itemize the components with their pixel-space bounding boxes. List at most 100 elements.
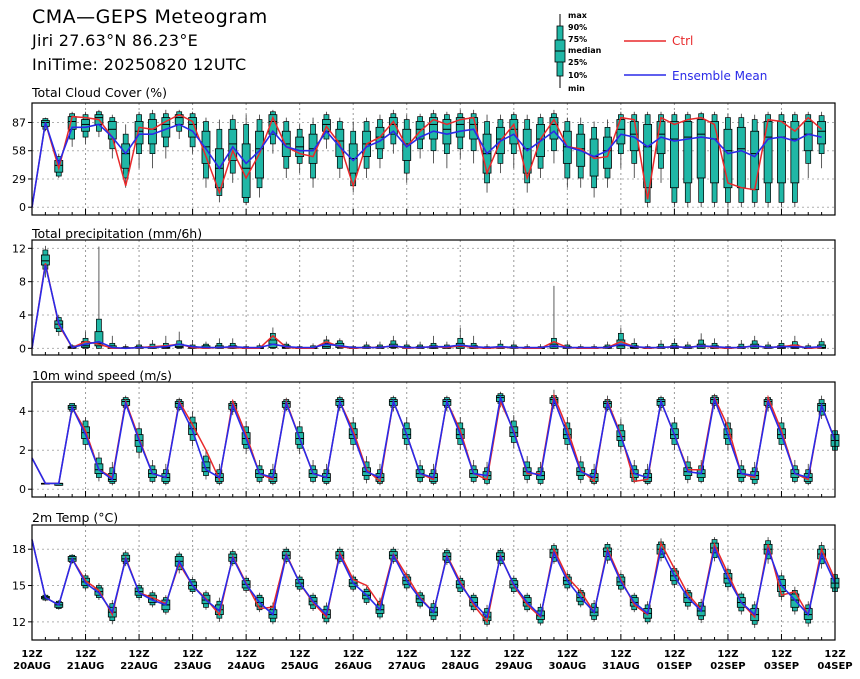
x-hour-label: 12Z xyxy=(289,649,310,660)
ensemble-box xyxy=(214,119,224,203)
ensemble-box xyxy=(549,109,559,164)
panel-frame xyxy=(31,102,836,216)
ensemble-box xyxy=(549,285,559,349)
x-hour-label: 12Z xyxy=(236,649,257,660)
x-day-label: 22AUG xyxy=(120,661,158,672)
box-25-75 xyxy=(643,124,653,189)
legend-box-label: max xyxy=(568,11,588,20)
legend: max 90% 75% median 25% 10% min Ctrl Ensemble Mea… xyxy=(554,11,767,93)
box-25-75 xyxy=(429,117,438,140)
init-time: IniTime: 20250820 12UTC xyxy=(32,55,247,74)
ensemble-box xyxy=(121,124,131,188)
ensemble-box xyxy=(94,452,104,482)
x-day-label: 02SEP xyxy=(710,661,745,672)
ensemble-box xyxy=(40,245,50,278)
box-25-75 xyxy=(723,128,733,189)
y-tick-label: 0 xyxy=(19,342,26,355)
x-day-label: 30AUG xyxy=(548,661,586,672)
ensemble-mean-line xyxy=(31,539,836,619)
box-25-75 xyxy=(148,119,157,145)
x-hour-label: 12Z xyxy=(182,649,203,660)
x-hour-label: 12Z xyxy=(503,649,524,660)
y-tick-label: 18 xyxy=(12,543,26,556)
ensemble-box xyxy=(750,114,760,208)
box-25-75 xyxy=(790,121,800,184)
ensemble-box xyxy=(148,109,157,169)
panel-title: 2m Temp (°C) xyxy=(32,510,118,525)
box-25-75 xyxy=(670,121,679,189)
legend-mean-label: Ensemble Mean xyxy=(672,69,767,83)
legend-box-label: 10% xyxy=(568,71,587,80)
x-hour-label: 12Z xyxy=(664,649,685,660)
y-tick-label: 12 xyxy=(12,242,26,255)
x-day-label: 03SEP xyxy=(764,661,799,672)
y-tick-label: 2 xyxy=(19,444,26,457)
panel-1 xyxy=(28,239,836,356)
box-25-75 xyxy=(683,121,693,184)
ensemble-mean-line xyxy=(31,264,822,350)
x-day-label: 24AUG xyxy=(227,661,265,672)
ensemble-box xyxy=(295,124,305,174)
ensemble-box xyxy=(442,111,452,169)
x-hour-label: 12Z xyxy=(771,649,792,660)
panel-frame xyxy=(31,524,836,641)
x-day-label: 29AUG xyxy=(495,661,533,672)
x-day-label: 20AUG xyxy=(13,661,51,672)
ensemble-box xyxy=(94,246,104,349)
legend-box-label: min xyxy=(568,84,585,93)
x-day-label: 27AUG xyxy=(388,661,426,672)
box-25-75 xyxy=(696,119,706,179)
box-25-75 xyxy=(442,119,452,145)
station-location: Jiri 27.63°N 86.23°E xyxy=(32,31,199,50)
ensemble-box xyxy=(255,114,264,198)
x-day-label: 28AUG xyxy=(441,661,479,672)
x-hour-label: 12Z xyxy=(75,649,96,660)
ensemble-box xyxy=(81,331,90,349)
ensemble-box xyxy=(562,117,572,188)
ensemble-box xyxy=(603,119,612,188)
legend-box-label: 75% xyxy=(568,35,587,44)
ensemble-box xyxy=(763,111,773,208)
legend-box-label: 90% xyxy=(568,23,587,32)
meteogram-title: CMA—GEPS Meteogram xyxy=(32,6,268,28)
x-hour-label: 12Z xyxy=(128,649,149,660)
ensemble-mean-line xyxy=(31,122,822,208)
ensemble-box xyxy=(174,331,184,349)
ensemble-box xyxy=(522,114,532,193)
ensemble-box xyxy=(228,114,238,183)
y-tick-label: 15 xyxy=(12,580,26,593)
ensemble-box xyxy=(817,111,827,169)
ensemble-box xyxy=(683,587,693,610)
box-25-75 xyxy=(81,119,90,132)
ensemble-mean-line xyxy=(31,394,836,485)
x-hour-label: 12Z xyxy=(450,649,471,660)
ensemble-box xyxy=(696,111,706,208)
ensemble-box xyxy=(683,111,693,208)
y-tick-label: 8 xyxy=(19,276,26,289)
x-hour-label: 12Z xyxy=(396,649,417,660)
panel-frame xyxy=(31,239,836,356)
panel-title: Total Cloud Cover (%) xyxy=(31,85,167,100)
ensemble-box xyxy=(429,109,438,164)
box-25-75 xyxy=(509,119,519,145)
ensemble-box xyxy=(589,121,599,198)
box-25-75 xyxy=(817,121,827,145)
ensemble-box xyxy=(803,111,813,178)
ensemble-box xyxy=(643,111,653,208)
x-hour-label: 12Z xyxy=(343,649,364,660)
box-25-75 xyxy=(228,128,238,161)
ensemble-box xyxy=(736,113,746,208)
panel-2 xyxy=(28,381,840,498)
ctrl-line xyxy=(31,113,823,208)
ensemble-box xyxy=(670,111,679,208)
x-day-label: 04SEP xyxy=(817,661,852,672)
y-tick-label: 58 xyxy=(12,145,26,158)
y-tick-label: 4 xyxy=(19,405,26,418)
x-day-label: 26AUG xyxy=(334,661,372,672)
ensemble-box xyxy=(201,450,211,480)
ensemble-box xyxy=(723,113,733,208)
ensemble-box xyxy=(509,111,519,169)
legend-ctrl-label: Ctrl xyxy=(672,34,693,48)
box-25-75 xyxy=(94,331,104,347)
